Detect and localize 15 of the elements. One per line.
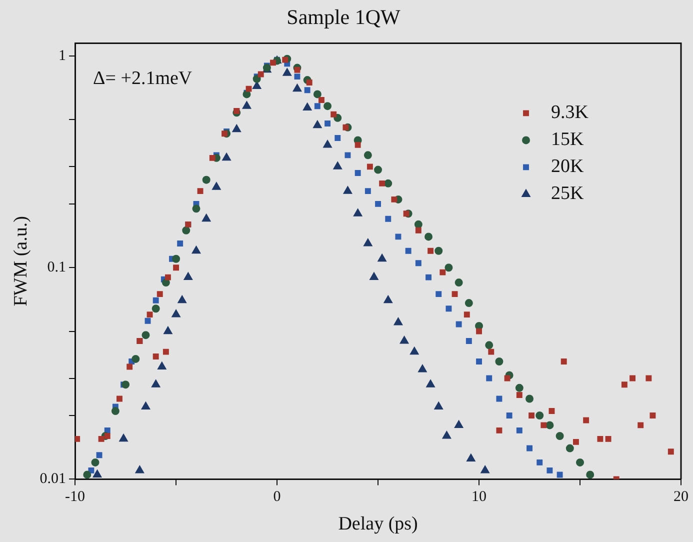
x-tick-label: 20	[674, 489, 688, 506]
y-tick-label: 0.01	[40, 471, 66, 488]
y-axis-title: FWM (a.u.)	[10, 216, 32, 306]
x-axis-title: Delay (ps)	[338, 514, 418, 535]
legend-label: 15K	[551, 129, 584, 150]
y-tick-label: 1	[58, 48, 66, 64]
x-tick-label: -10	[65, 489, 86, 506]
legend-label: 9.3K	[551, 102, 589, 124]
x-tick-label: 10	[472, 489, 487, 506]
annotation: Δ= +2.1meV	[93, 68, 192, 90]
legend-label: 20K	[551, 156, 584, 178]
legend-label: 25K	[551, 183, 584, 204]
y-tick-label: 0.1	[47, 260, 66, 276]
chart-title: Sample 1QW	[286, 5, 401, 30]
x-tick-label: 0	[273, 489, 281, 506]
